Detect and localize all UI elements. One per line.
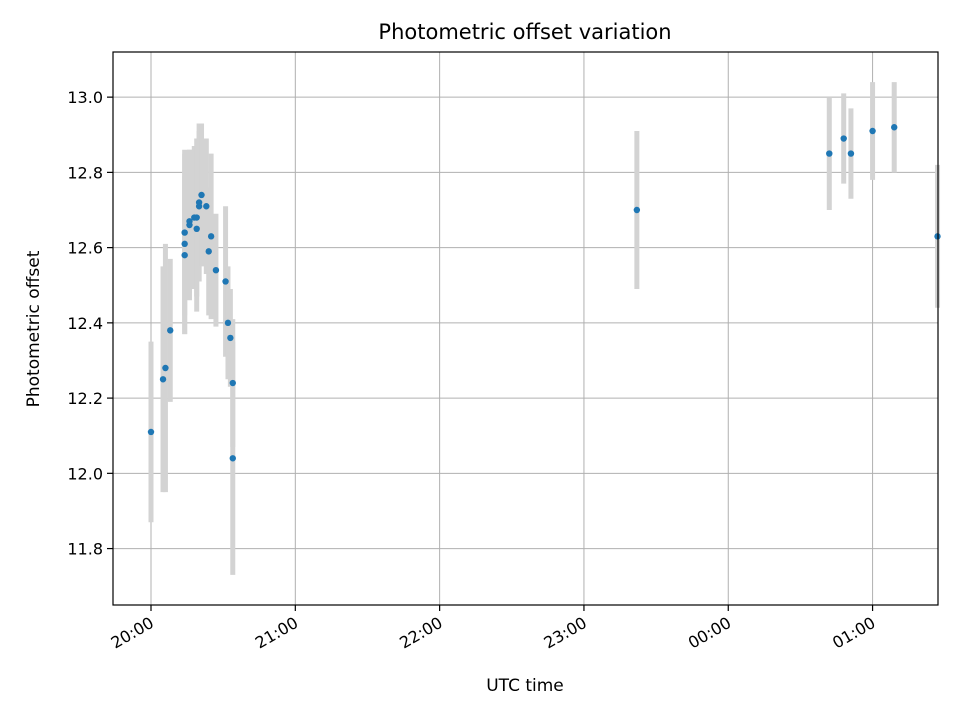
data-point	[147, 428, 155, 436]
data-point	[229, 379, 236, 387]
x-tick-label: 01:00	[829, 613, 878, 653]
data-point	[207, 233, 215, 240]
data-point	[212, 266, 220, 274]
data-point	[633, 206, 641, 214]
chart-title: Photometric offset variation	[378, 20, 671, 44]
data-point	[869, 127, 876, 135]
y-axis-ticks: 11.8 12.0 12.2 12.4 12.6 12.8 13.0	[67, 88, 113, 559]
data-point	[167, 327, 174, 334]
y-tick-label: 11.8	[67, 540, 103, 559]
x-axis-label: UTC time	[486, 676, 564, 696]
y-tick-label: 13.0	[67, 88, 103, 107]
x-tick-label: 21:00	[252, 613, 301, 653]
grid-lines	[113, 52, 938, 605]
plot-frame	[112, 51, 939, 606]
y-tick-label: 12.2	[67, 389, 103, 408]
data-point	[222, 278, 229, 285]
data-point	[195, 199, 203, 206]
y-axis-label: Photometric offset	[24, 250, 44, 407]
data-point	[181, 229, 188, 236]
error-bars	[148, 82, 941, 575]
data-point	[159, 376, 167, 383]
data-point	[840, 135, 847, 142]
y-tick-label: 12.4	[67, 314, 103, 333]
data-point	[193, 225, 200, 233]
data-point	[186, 218, 193, 225]
data-point	[198, 191, 205, 199]
data-point	[203, 203, 210, 210]
x-tick-label: 20:00	[108, 613, 157, 653]
data-point	[181, 251, 188, 259]
data-point	[847, 150, 855, 157]
data-point	[229, 455, 236, 462]
data-point	[162, 364, 169, 372]
x-axis-ticks: 20:00 21:00 22:00 23:00 00:00 01:00	[108, 605, 879, 653]
data-point	[181, 240, 188, 248]
data-point	[227, 334, 234, 342]
x-tick-label: 00:00	[685, 613, 734, 653]
y-tick-label: 12.0	[67, 464, 103, 483]
data-point	[193, 214, 200, 221]
x-tick-label: 22:00	[396, 613, 445, 653]
y-tick-label: 12.6	[67, 239, 103, 258]
x-tick-label: 23:00	[541, 613, 590, 653]
data-point	[224, 319, 232, 327]
data-point	[205, 248, 212, 255]
y-tick-label: 12.8	[67, 163, 103, 182]
data-point	[891, 124, 898, 131]
data-points	[147, 124, 941, 462]
data-point	[826, 150, 833, 157]
